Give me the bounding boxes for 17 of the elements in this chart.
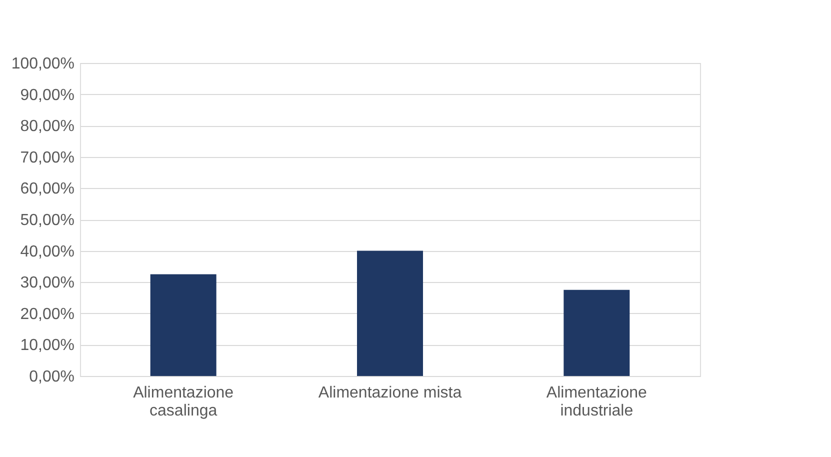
y-tick-label: 20,00%: [20, 306, 74, 323]
x-tick-label: Alimentazione industriale: [546, 384, 648, 420]
y-tick-label: 100,00%: [11, 56, 74, 72]
y-tick-label: 60,00%: [20, 180, 74, 198]
y-tick-label: 40,00%: [20, 243, 74, 260]
x-tick-label: Alimentazione casalinga: [133, 384, 234, 420]
y-tick-label: 80,00%: [20, 118, 74, 136]
y-tick-label: 90,00%: [20, 86, 74, 104]
y-tick-label: 50,00%: [20, 212, 74, 229]
bar: [150, 274, 216, 376]
y-tick-label: 10,00%: [20, 337, 74, 354]
y-tick-label: 70,00%: [20, 149, 74, 166]
bar: [564, 290, 630, 376]
y-tick-label: 0,00%: [29, 368, 74, 386]
y-tick-label: 30,00%: [20, 274, 74, 292]
x-tick-label: Alimentazione mista: [318, 384, 462, 402]
bar: [357, 250, 423, 376]
